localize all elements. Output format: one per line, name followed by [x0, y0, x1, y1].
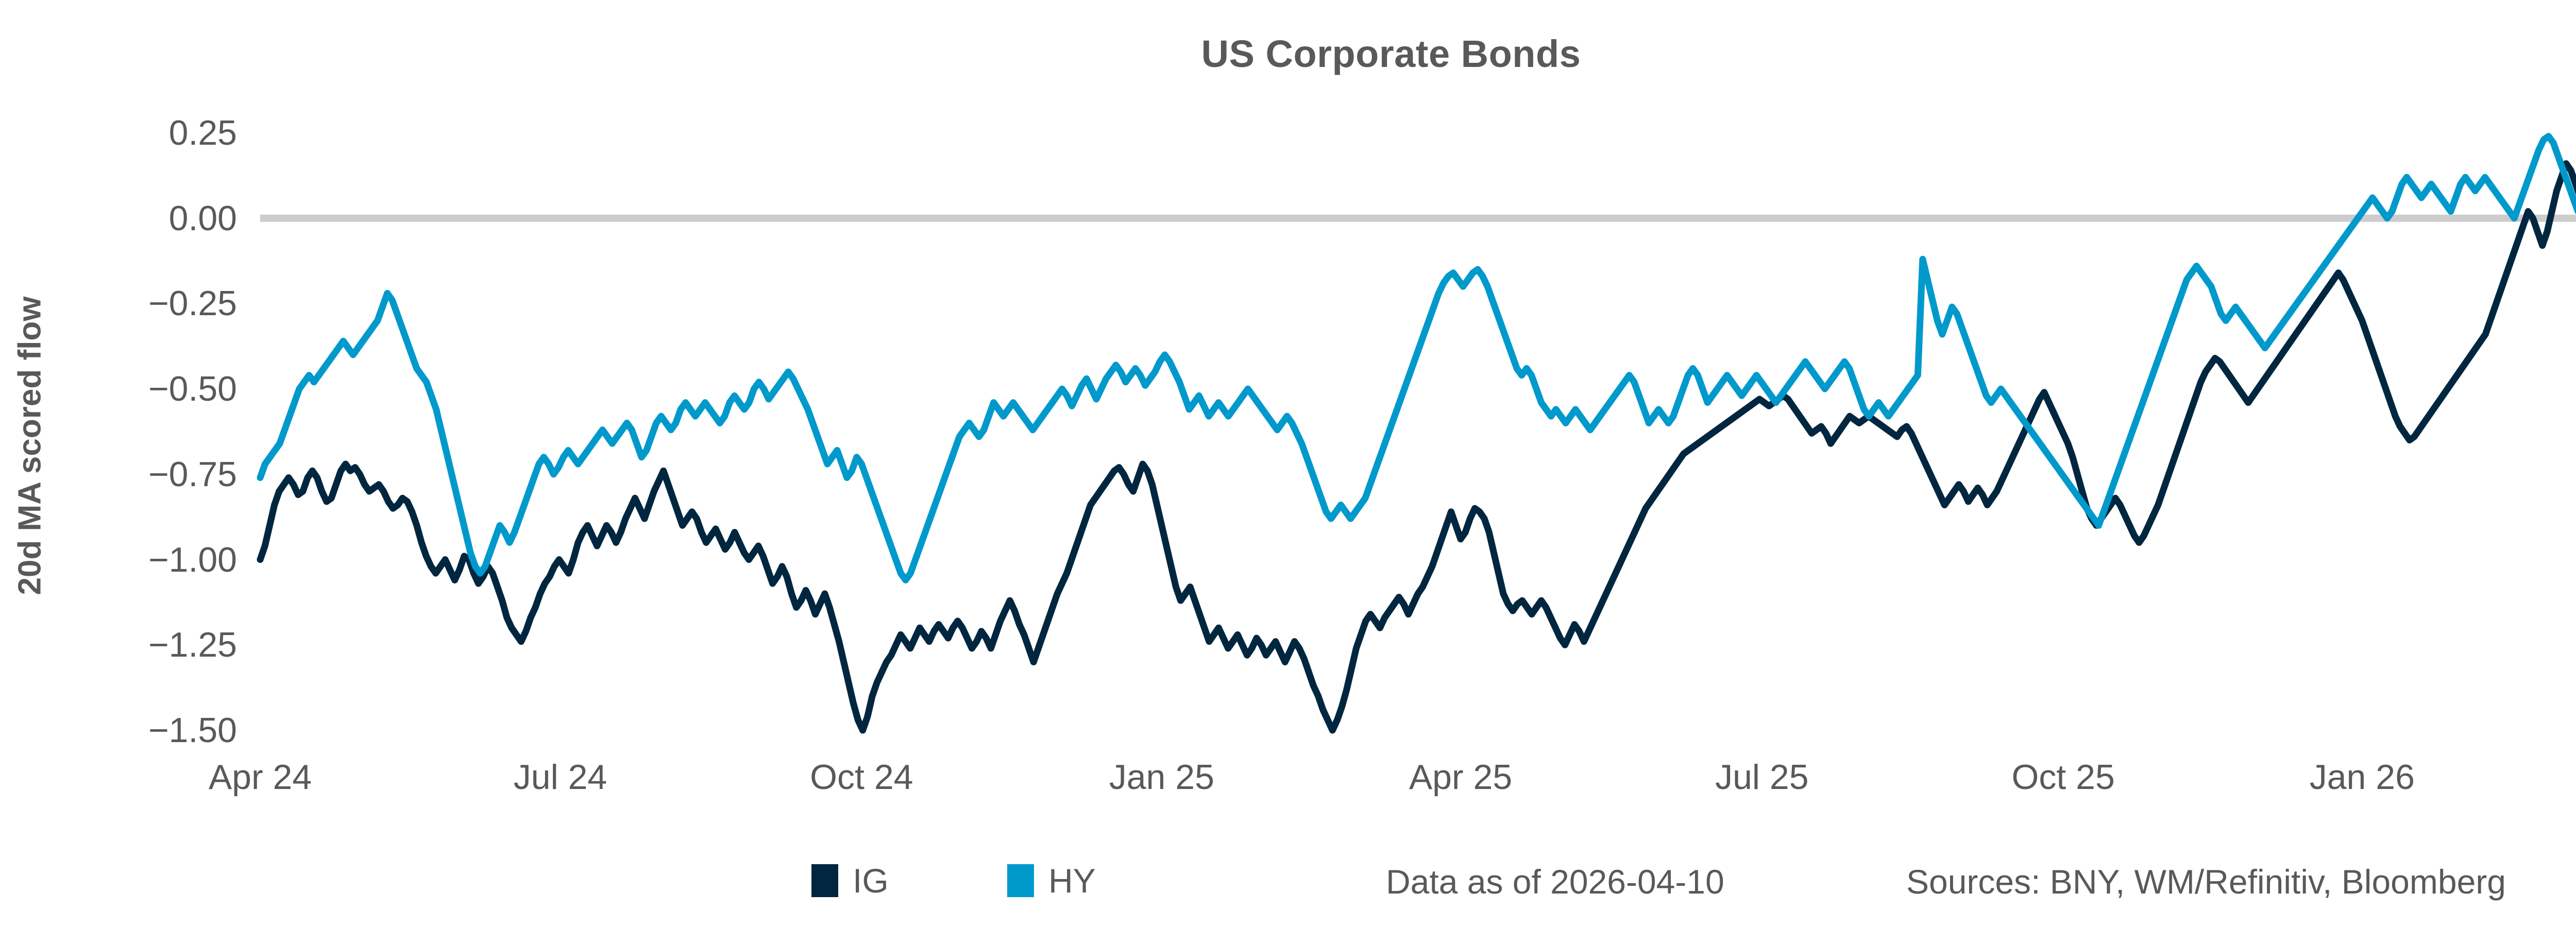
y-axis-ticks: 0.25 0.00 −0.25 −0.50 −0.75 −1.00 −1.25 −1.50 — [21, 0, 237, 927]
x-tick-label: Apr 24 — [208, 758, 312, 797]
x-tick-label: Jul 25 — [1715, 758, 1809, 797]
x-tick-label: Oct 24 — [810, 758, 913, 797]
legend-label-hy: HY — [1048, 862, 1096, 900]
data-as-of-note: Data as of 2026-04-10 — [1386, 863, 1724, 901]
x-tick-label: Jul 24 — [513, 758, 607, 797]
series-line-ig — [257, 160, 2576, 734]
chart-footer: IG HY Data as of 2026-04-10 Sources: BNY… — [0, 855, 2576, 912]
legend-swatch-ig — [811, 864, 838, 897]
y-tick-label: 0.25 — [168, 113, 237, 152]
series-line-hy — [257, 133, 2576, 583]
y-tick-label: 0.00 — [168, 198, 237, 238]
x-tick-label: Jan 26 — [2309, 758, 2415, 797]
y-axis-label: 20d MA scored flow — [12, 296, 48, 595]
y-tick-label: −0.50 — [148, 369, 237, 409]
legend-label-ig: IG — [853, 862, 889, 900]
y-tick-label: −1.50 — [148, 711, 237, 750]
y-tick-label: −0.75 — [148, 454, 237, 494]
x-tick-label: Oct 25 — [2011, 758, 2115, 797]
legend-item-hy[interactable]: HY — [1007, 855, 1096, 906]
sources-note: Sources: BNY, WM/Refinitiv, Bloomberg — [1906, 863, 2506, 901]
y-tick-label: −1.00 — [148, 540, 237, 579]
page-title: US Corporate Bonds — [1201, 32, 1581, 75]
legend-swatch-hy — [1007, 864, 1034, 897]
x-tick-label: Apr 25 — [1409, 758, 1513, 797]
x-tick-label: Jan 25 — [1109, 758, 1214, 797]
y-tick-label: −1.25 — [148, 625, 237, 665]
legend-item-ig[interactable]: IG — [811, 855, 889, 906]
y-tick-label: −0.25 — [148, 284, 237, 323]
